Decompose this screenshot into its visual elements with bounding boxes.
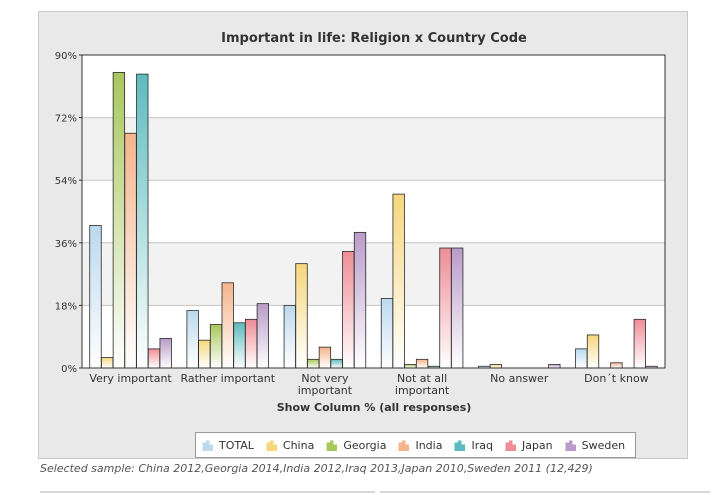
- bar-georgia-3[interactable]: [404, 364, 417, 369]
- legend-label: India: [415, 438, 443, 452]
- legend-item-japan[interactable]: Japan: [505, 439, 553, 452]
- bar-china-1[interactable]: [198, 339, 211, 369]
- bar-chart-icon: [202, 440, 213, 451]
- bar-chart-icon: [266, 440, 277, 451]
- bar-china-2[interactable]: [295, 263, 308, 369]
- legend-label: China: [282, 438, 315, 452]
- y-tick-label: 0%: [61, 364, 77, 375]
- plot-border: [81, 54, 666, 369]
- chart-legend: TOTAL China Georgia India Iraq Japan Sweden: [195, 432, 637, 458]
- y-tick-label: 36%: [55, 239, 77, 250]
- bar-total-2[interactable]: [283, 304, 296, 369]
- chart-title: Important in life: Religion x Country Co…: [221, 31, 527, 46]
- bar-chart-icon: [565, 440, 576, 451]
- x-tick-label: Rather important: [180, 372, 275, 385]
- legend-item-china[interactable]: China: [266, 439, 314, 452]
- bar-japan-0[interactable]: [147, 348, 161, 369]
- bar-total-1[interactable]: [186, 310, 199, 369]
- x-tick-label: Not at all important: [395, 372, 450, 397]
- bar-china-5[interactable]: [586, 334, 600, 369]
- bar-georgia-1[interactable]: [209, 324, 223, 369]
- legend-item-georgia[interactable]: Georgia: [326, 439, 386, 452]
- x-tick-label: No answer: [490, 372, 549, 385]
- bar-iraq-1[interactable]: [233, 322, 246, 369]
- bar-india-1[interactable]: [221, 282, 234, 369]
- x-axis-label: Show Column % (all responses): [277, 401, 472, 414]
- y-tick-label: 72%: [55, 114, 77, 125]
- bar-china-0[interactable]: [101, 357, 114, 369]
- divider: [380, 491, 710, 493]
- bar-total-5[interactable]: [575, 348, 588, 369]
- legend-label: Iraq: [471, 438, 493, 452]
- bar-japan-5[interactable]: [633, 318, 646, 369]
- legend-item-india[interactable]: India: [398, 439, 442, 452]
- y-tick-label: 54%: [55, 176, 77, 187]
- bar-sweden-1[interactable]: [256, 303, 270, 369]
- chart-svg: 0% 18% 36% 54% 72% 90% Very important Rather i…: [55, 31, 666, 414]
- grid-band: [82, 242, 665, 306]
- bar-japan-3[interactable]: [439, 247, 452, 369]
- bar-total-0[interactable]: [89, 225, 102, 369]
- bar-sweden-2[interactable]: [353, 231, 367, 369]
- bar-chart-icon: [505, 440, 516, 451]
- legend-label: Georgia: [343, 438, 387, 452]
- bar-total-3[interactable]: [380, 298, 394, 369]
- bar-china-4[interactable]: [489, 364, 503, 369]
- bar-chart-icon: [398, 440, 410, 451]
- plot-background: [82, 55, 665, 368]
- bar-georgia-0[interactable]: [112, 71, 126, 369]
- bar-china-3[interactable]: [392, 193, 405, 369]
- legend-label: TOTAL: [219, 438, 254, 452]
- bar-iraq-0[interactable]: [136, 73, 149, 369]
- legend-label: Sweden: [581, 438, 626, 452]
- bar-sweden-4[interactable]: [548, 364, 561, 369]
- bar-japan-2[interactable]: [342, 251, 355, 369]
- legend-item-iraq[interactable]: Iraq: [454, 439, 493, 452]
- legend-item-total[interactable]: TOTAL: [202, 439, 254, 452]
- x-tick-label: Very important: [89, 372, 172, 385]
- divider: [40, 491, 375, 493]
- chart-panel: 0% 18% 36% 54% 72% 90% Very important Rather i…: [38, 11, 688, 459]
- bar-chart-icon: [454, 440, 466, 451]
- bar-sweden-0[interactable]: [159, 338, 172, 369]
- bar-georgia-2[interactable]: [307, 358, 320, 369]
- bar-india-3[interactable]: [415, 358, 429, 369]
- bar-chart-icon: [326, 440, 338, 451]
- x-tick-label: Not very important: [298, 372, 353, 397]
- bar-india-2[interactable]: [318, 346, 332, 369]
- bar-iraq-2[interactable]: [330, 358, 343, 369]
- bar-sweden-3[interactable]: [451, 247, 464, 369]
- legend-item-sweden[interactable]: Sweden: [565, 439, 625, 452]
- bar-india-0[interactable]: [124, 132, 137, 369]
- legend-label: Japan: [521, 438, 553, 452]
- grid-band: [82, 117, 665, 181]
- y-tick-label: 18%: [55, 301, 77, 312]
- bar-india-5[interactable]: [610, 362, 623, 369]
- sample-note: Selected sample: China 2012,Georgia 2014…: [40, 462, 593, 475]
- bar-japan-1[interactable]: [244, 318, 258, 369]
- x-tick-label: Don´t know: [584, 372, 649, 385]
- y-tick-label: 90%: [55, 51, 77, 62]
